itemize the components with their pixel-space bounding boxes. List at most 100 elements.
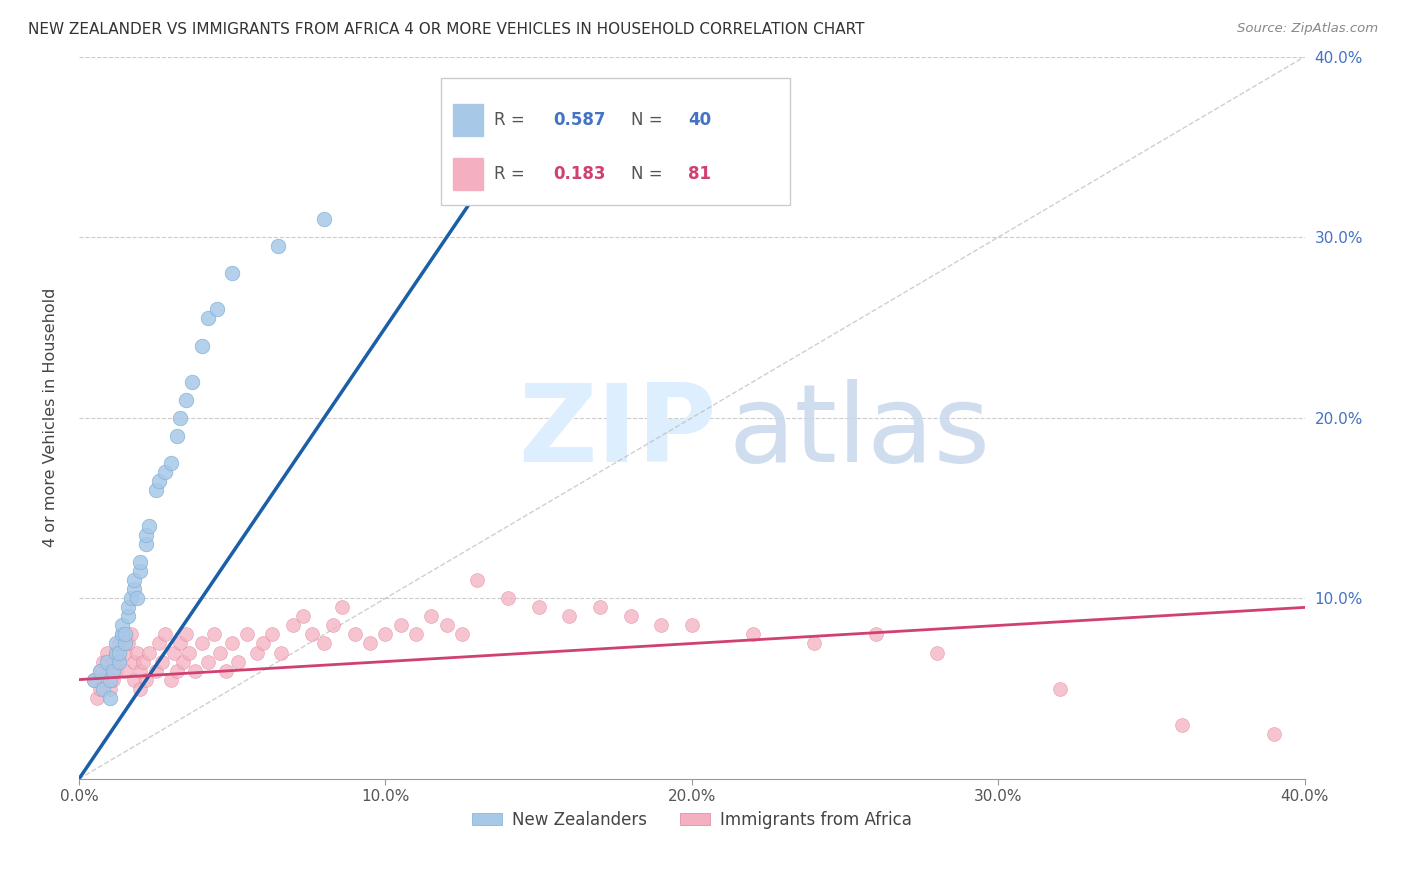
Point xyxy=(650,618,672,632)
Point xyxy=(252,636,274,650)
Point xyxy=(122,582,145,597)
Point xyxy=(465,574,488,588)
Text: R =: R = xyxy=(495,111,530,128)
Y-axis label: 4 or more Vehicles in Household: 4 or more Vehicles in Household xyxy=(44,288,58,548)
FancyBboxPatch shape xyxy=(453,158,484,190)
Point xyxy=(98,664,121,678)
Point xyxy=(496,591,519,606)
Text: atlas: atlas xyxy=(728,379,991,485)
Point xyxy=(314,636,336,650)
Point xyxy=(619,609,641,624)
Point xyxy=(98,690,121,705)
Point xyxy=(160,673,183,687)
Point xyxy=(120,591,142,606)
Point xyxy=(184,664,207,678)
Point xyxy=(925,646,948,660)
Point xyxy=(120,627,142,641)
Point xyxy=(389,618,412,632)
Point xyxy=(148,474,170,488)
Point xyxy=(153,465,176,479)
Point xyxy=(169,410,191,425)
Text: 81: 81 xyxy=(688,165,711,184)
Point xyxy=(138,519,160,533)
Point xyxy=(527,600,550,615)
Point xyxy=(101,673,124,687)
Point xyxy=(166,429,188,443)
FancyBboxPatch shape xyxy=(453,103,484,136)
Point xyxy=(145,664,167,678)
Point xyxy=(226,655,249,669)
Point xyxy=(145,483,167,497)
Point xyxy=(101,664,124,678)
Point xyxy=(89,664,111,678)
Point xyxy=(101,655,124,669)
Point xyxy=(803,636,825,650)
Point xyxy=(114,664,136,678)
Point xyxy=(129,664,152,678)
Point xyxy=(111,627,134,641)
Point xyxy=(111,618,134,632)
Point xyxy=(117,636,139,650)
Point xyxy=(122,673,145,687)
Point xyxy=(1049,681,1071,696)
Point xyxy=(104,636,127,650)
Point xyxy=(208,646,231,660)
Point xyxy=(174,627,197,641)
Point xyxy=(190,338,212,352)
Point xyxy=(197,311,219,326)
Point xyxy=(114,636,136,650)
Point xyxy=(166,664,188,678)
Point xyxy=(332,600,354,615)
Point xyxy=(135,537,157,551)
Point xyxy=(104,646,127,660)
Point xyxy=(236,627,259,641)
FancyBboxPatch shape xyxy=(440,78,790,205)
Point xyxy=(865,627,887,641)
Point xyxy=(314,212,336,227)
Point xyxy=(129,564,152,578)
Text: ZIP: ZIP xyxy=(517,379,716,485)
Point xyxy=(129,555,152,569)
Point xyxy=(93,673,115,687)
Point xyxy=(96,646,118,660)
Point xyxy=(163,646,186,660)
Point xyxy=(374,627,396,641)
Point xyxy=(291,609,314,624)
Point xyxy=(267,239,290,253)
Text: 0.587: 0.587 xyxy=(554,111,606,128)
Point xyxy=(127,591,149,606)
Point xyxy=(96,655,118,669)
Point xyxy=(420,609,443,624)
Point xyxy=(202,627,225,641)
Point xyxy=(107,655,129,669)
Point xyxy=(135,673,157,687)
Text: NEW ZEALANDER VS IMMIGRANTS FROM AFRICA 4 OR MORE VEHICLES IN HOUSEHOLD CORRELAT: NEW ZEALANDER VS IMMIGRANTS FROM AFRICA … xyxy=(28,22,865,37)
Point xyxy=(169,636,191,650)
Point xyxy=(132,655,155,669)
Point xyxy=(301,627,323,641)
Point xyxy=(343,627,366,641)
Text: N =: N = xyxy=(630,165,668,184)
Point xyxy=(111,627,134,641)
Point xyxy=(260,627,283,641)
Point xyxy=(122,574,145,588)
Point xyxy=(83,673,105,687)
Legend: New Zealanders, Immigrants from Africa: New Zealanders, Immigrants from Africa xyxy=(465,805,918,836)
Point xyxy=(148,636,170,650)
Point xyxy=(135,528,157,542)
Point xyxy=(1171,717,1194,731)
Point xyxy=(117,609,139,624)
Point xyxy=(138,646,160,660)
Point xyxy=(221,266,243,280)
Point xyxy=(114,627,136,641)
Text: N =: N = xyxy=(630,111,668,128)
Point xyxy=(221,636,243,650)
Point xyxy=(89,681,111,696)
Point xyxy=(174,392,197,407)
Point xyxy=(104,664,127,678)
Text: 40: 40 xyxy=(688,111,711,128)
Point xyxy=(246,646,269,660)
Text: R =: R = xyxy=(495,165,530,184)
Point xyxy=(107,655,129,669)
Point xyxy=(98,681,121,696)
